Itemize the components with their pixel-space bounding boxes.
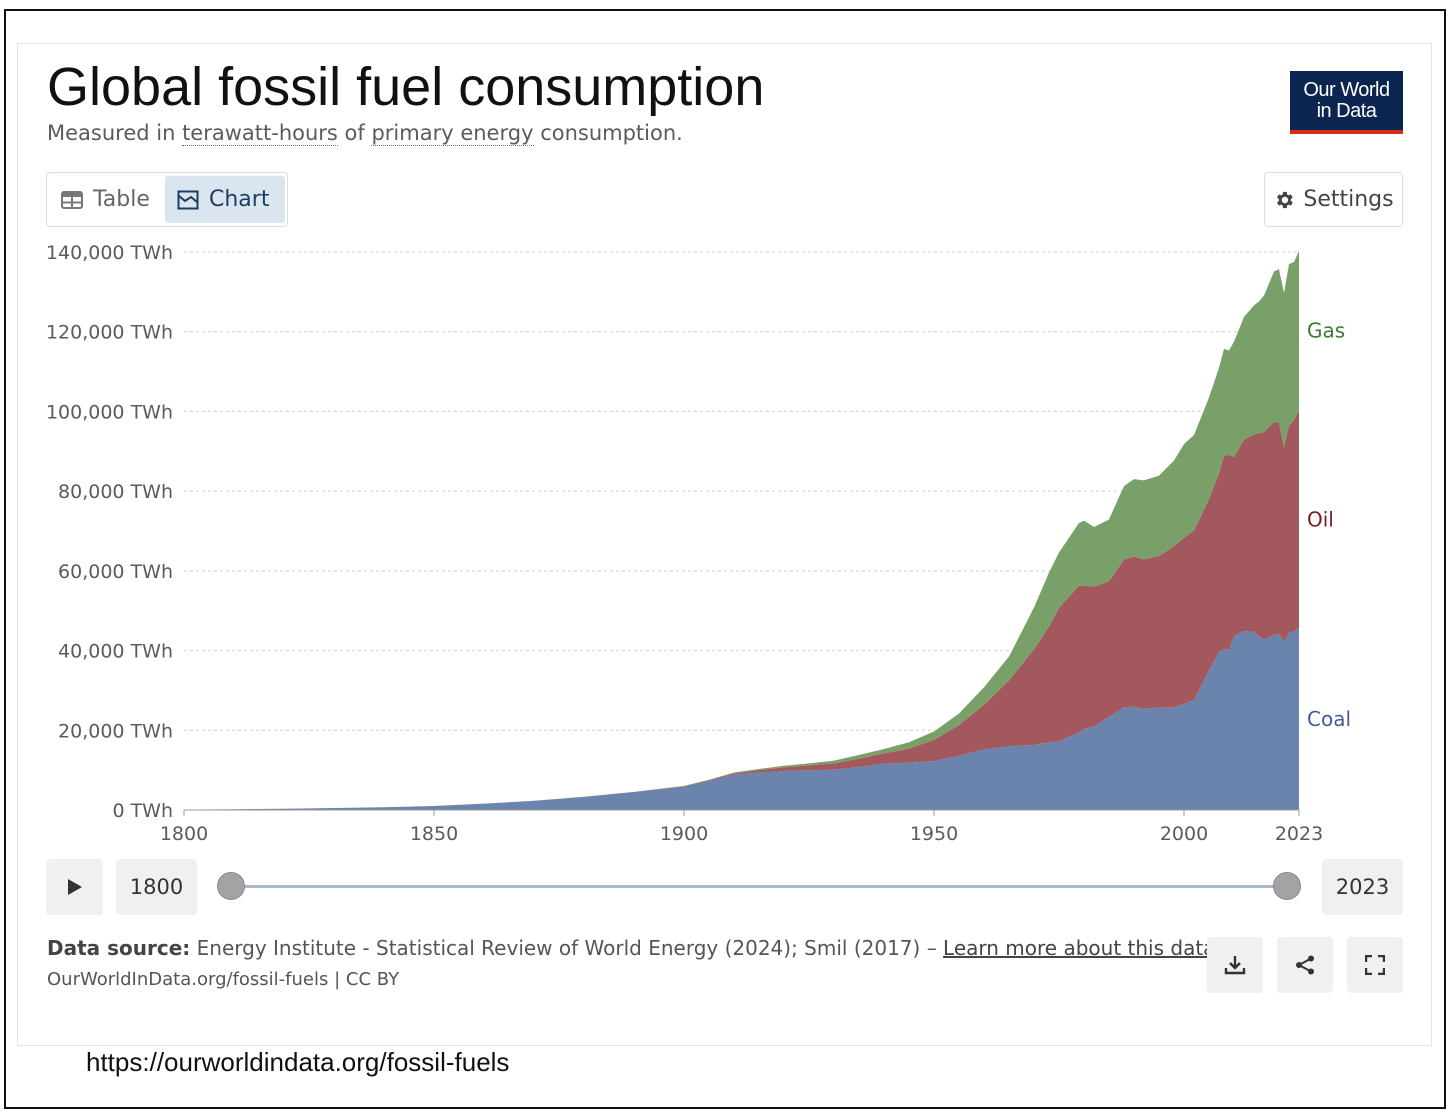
y-tick-label: 0 TWh [112, 800, 173, 822]
y-tick-label: 40,000 TWh [58, 641, 173, 663]
x-tick-label: 1800 [160, 823, 208, 845]
legend-label-gas: Gas [1307, 319, 1345, 343]
series-area-coal [184, 628, 1299, 810]
y-tick-label: 20,000 TWh [58, 720, 173, 742]
stacked-area-chart: 0 TWh 20,000 TWh 40,000 TWh 60,000 TWh 80,00… [46, 242, 1351, 845]
timeline-start-handle[interactable] [217, 872, 245, 900]
legend-label-oil: Oil [1307, 507, 1334, 531]
timeline-track[interactable] [231, 885, 1287, 888]
fullscreen-button[interactable] [1347, 937, 1403, 993]
x-tick-label: 2000 [1160, 823, 1208, 845]
page-title: Global fossil fuel consumption [47, 57, 765, 117]
logo-line-2: in Data [1316, 100, 1377, 122]
legend-label-coal: Coal [1307, 707, 1351, 731]
share-icon [1296, 955, 1314, 975]
reference-line: OurWorldInData.org/fossil-fuels | CC BY [47, 969, 400, 990]
data-source: Data source: Energy Institute - Statisti… [47, 936, 1215, 960]
fullscreen-icon [1365, 955, 1385, 975]
logo-line-1: Our World [1303, 79, 1390, 101]
tab-table[interactable]: Table [61, 176, 150, 223]
share-button[interactable] [1277, 937, 1333, 993]
download-icon [1224, 956, 1246, 975]
chart-icon [177, 190, 199, 209]
x-tick-label: 1850 [410, 823, 458, 845]
x-tick-label: 2023 [1275, 823, 1323, 845]
chart-subtitle: Measured in terawatt-hours of primary en… [47, 121, 683, 146]
settings-label: Settings [1303, 187, 1394, 212]
table-icon [61, 190, 83, 209]
image-frame [4, 9, 1446, 1109]
tab-chart[interactable]: Chart [165, 176, 285, 223]
series-area-oil [184, 410, 1299, 810]
y-tick-label: 60,000 TWh [58, 561, 173, 583]
play-icon [67, 879, 82, 895]
terawatt-hours-link[interactable]: terawatt-hours [182, 121, 338, 146]
data-source-heading: Data source: [47, 936, 191, 960]
subtitle-suffix: consumption. [533, 121, 683, 145]
gear-icon [1277, 191, 1294, 208]
source-url: https://ourworldindata.org/fossil-fuels [86, 1047, 510, 1077]
tab-chart-label: Chart [209, 187, 270, 212]
tab-table-label: Table [93, 187, 150, 212]
play-button[interactable] [46, 859, 103, 915]
timeline-end-label[interactable]: 2023 [1322, 859, 1403, 915]
settings-button[interactable]: Settings [1264, 172, 1403, 227]
primary-energy-link[interactable]: primary energy [371, 121, 534, 146]
series-area-gas [184, 250, 1299, 810]
subtitle-mid: of [337, 121, 372, 145]
subtitle-prefix: Measured in [47, 121, 183, 145]
timeline-end-handle[interactable] [1273, 872, 1301, 900]
owid-logo[interactable]: Our World in Data [1290, 71, 1403, 134]
data-source-text: Energy Institute - Statistical Review of… [190, 936, 944, 960]
download-button[interactable] [1207, 937, 1263, 993]
y-tick-label: 120,000 TWh [46, 322, 173, 344]
x-tick-label: 1950 [910, 823, 958, 845]
learn-more-link[interactable]: Learn more about this data [943, 936, 1216, 960]
view-tabs: Table Chart [46, 172, 288, 227]
y-tick-label: 140,000 TWh [46, 242, 173, 264]
timeline-start-label[interactable]: 1800 [116, 859, 197, 915]
x-tick-label: 1900 [660, 823, 708, 845]
y-tick-label: 100,000 TWh [46, 401, 173, 423]
chart-card [17, 43, 1432, 1046]
y-tick-label: 80,000 TWh [58, 481, 173, 503]
